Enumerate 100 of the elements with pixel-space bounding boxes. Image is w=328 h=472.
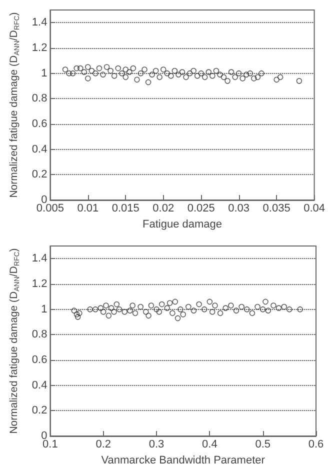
point [111, 72, 118, 79]
y-tick-label: 1.4 [32, 16, 48, 29]
point [206, 298, 213, 305]
point [168, 72, 174, 79]
point [104, 64, 110, 70]
point [111, 308, 117, 315]
y-tick-label: 1 [41, 67, 48, 80]
x-tick-label: 0.2 [96, 438, 111, 450]
x-axis-title: Fatigue damage [142, 218, 222, 230]
point [190, 68, 196, 74]
point [258, 70, 264, 76]
point [210, 72, 216, 79]
point [164, 305, 170, 311]
point [233, 308, 240, 314]
point [74, 312, 80, 318]
point [247, 70, 254, 76]
x-tick-label: 0.6 [308, 438, 324, 450]
point [148, 302, 154, 308]
point [126, 69, 132, 75]
y-tick-label: 0.2 [32, 404, 48, 417]
point [122, 308, 128, 315]
x-tick-label: 0.035 [262, 202, 290, 214]
point [108, 305, 114, 311]
point [156, 74, 163, 80]
y-tick-label: 1.4 [32, 252, 48, 265]
x-axis-title: Vanmarcke Bandwidth Parameter [101, 454, 266, 466]
point [174, 315, 181, 322]
x-tick-label: 0.01 [77, 202, 99, 214]
point [130, 65, 136, 72]
point [201, 306, 208, 312]
point [98, 305, 104, 311]
point [236, 70, 242, 76]
point [186, 304, 192, 310]
y-tick-label: 1.2 [32, 278, 48, 290]
point [118, 70, 125, 76]
point [277, 74, 284, 80]
point [71, 308, 78, 314]
point [232, 74, 238, 80]
point [217, 72, 223, 78]
point [172, 68, 178, 74]
point [96, 65, 102, 72]
point [260, 306, 266, 312]
point [224, 78, 230, 84]
point [178, 306, 184, 312]
point [281, 304, 288, 310]
point [152, 68, 159, 74]
point [212, 302, 218, 308]
point [100, 308, 106, 315]
point [198, 70, 204, 76]
point [160, 66, 166, 72]
point [176, 72, 182, 78]
point [92, 70, 98, 76]
point [179, 69, 186, 75]
point [85, 64, 91, 70]
point [164, 70, 170, 76]
point [138, 70, 144, 76]
point [103, 302, 109, 308]
point [265, 308, 272, 314]
point [254, 304, 260, 310]
point [142, 308, 149, 315]
point [81, 69, 88, 75]
point [74, 65, 80, 72]
point [274, 76, 280, 83]
point [238, 304, 244, 310]
point [74, 314, 81, 320]
point [240, 76, 246, 82]
point [262, 298, 268, 305]
point [190, 308, 197, 314]
point [70, 70, 76, 76]
x-tick-label: 0.015 [112, 202, 140, 214]
point [122, 66, 129, 72]
point [254, 74, 261, 80]
point [220, 74, 227, 80]
x-tick-label: 0.005 [36, 202, 64, 214]
point [156, 308, 162, 315]
x-tick-label: 0.04 [304, 202, 326, 214]
y-tick-label: 0.2 [32, 168, 48, 181]
y-tick-label: 0.8 [32, 328, 48, 341]
point [228, 69, 234, 75]
point [106, 312, 112, 319]
y-tick-label: 0.6 [32, 118, 48, 130]
point [186, 70, 193, 76]
x-tick-label: 0.3 [148, 438, 164, 450]
x-tick-label: 0.03 [228, 202, 250, 214]
point [132, 310, 138, 316]
point [276, 305, 282, 311]
point [149, 72, 155, 78]
point [222, 305, 229, 311]
y-tick-label: 1 [41, 303, 48, 316]
point [296, 78, 302, 84]
point [142, 66, 148, 72]
point [76, 310, 82, 316]
point [85, 76, 91, 82]
point [172, 298, 178, 305]
point [115, 65, 122, 72]
point [122, 74, 129, 80]
point [62, 66, 68, 72]
point [202, 74, 208, 80]
point [213, 68, 220, 74]
point [243, 72, 250, 78]
